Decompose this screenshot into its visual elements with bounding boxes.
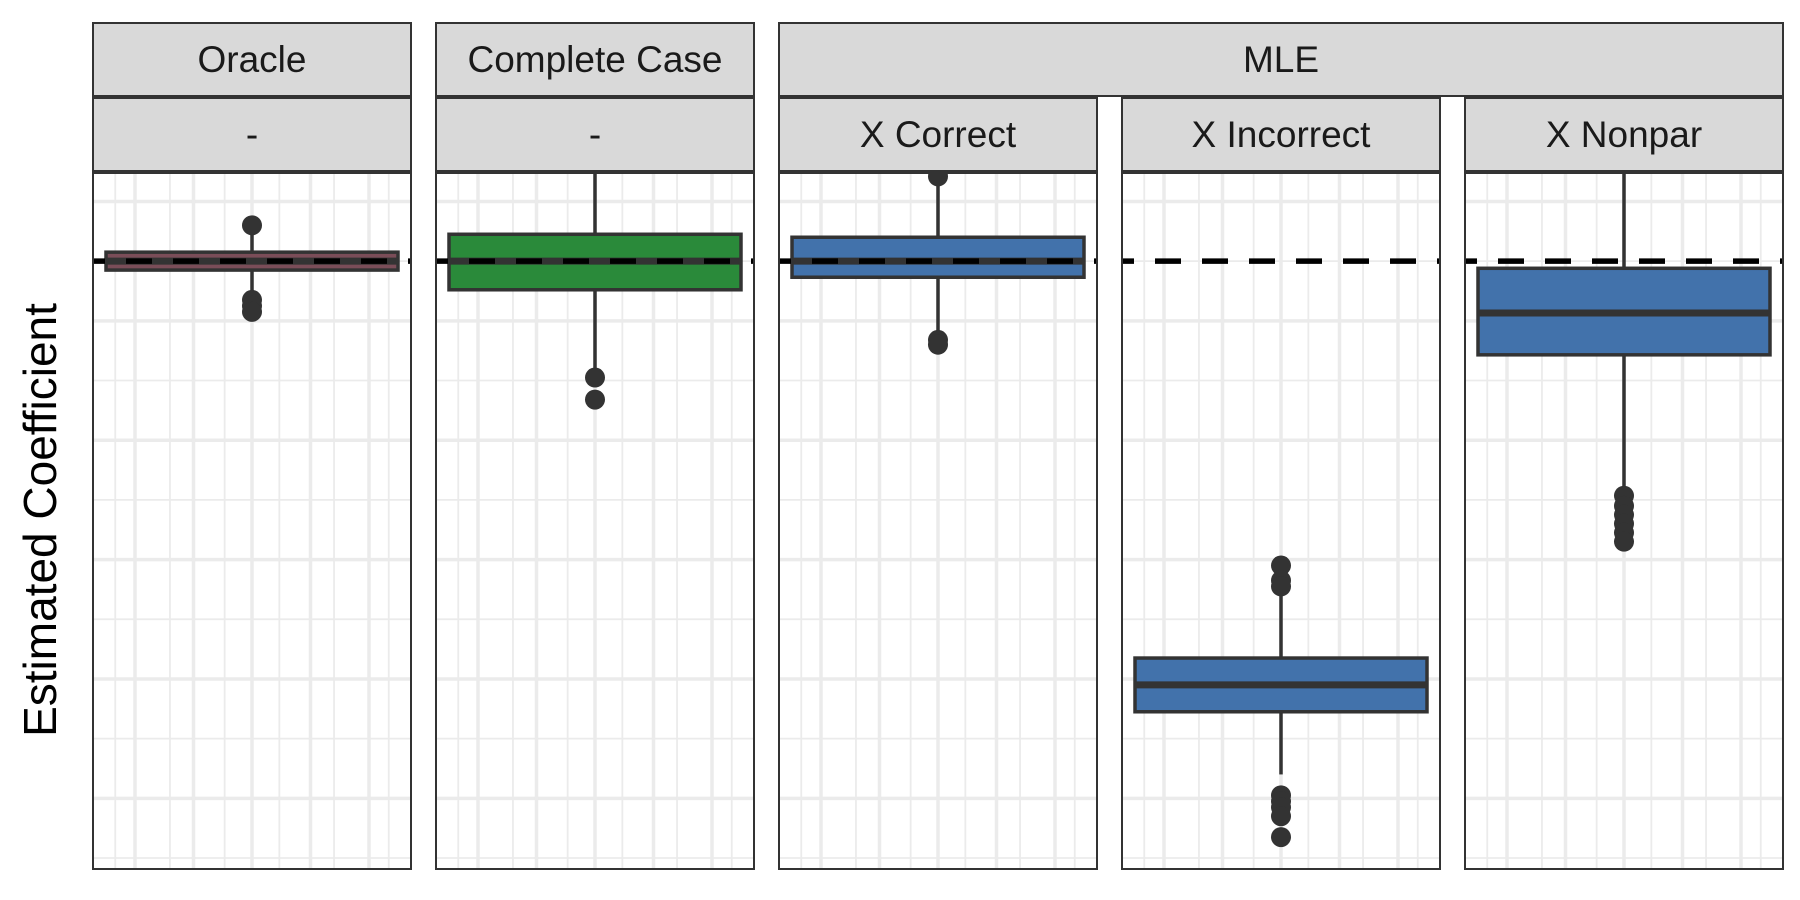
panel-4 xyxy=(1465,173,1783,869)
sub-strip-label: - xyxy=(589,114,601,155)
outlier-point xyxy=(1271,555,1291,576)
outlier-point xyxy=(585,367,605,388)
panel-border xyxy=(435,172,755,870)
sub-strip-0 xyxy=(92,97,412,172)
outlier-point xyxy=(242,301,262,322)
panel-border xyxy=(1121,172,1441,870)
y-axis-label: Estimated Coefficient xyxy=(14,303,66,737)
panel-3 xyxy=(1122,173,1440,869)
top-strip-2 xyxy=(778,22,1784,97)
sub-strip-label: X Incorrect xyxy=(1192,114,1372,155)
outlier-point xyxy=(1271,806,1291,827)
sub-strip-3 xyxy=(1121,97,1441,172)
top-strip-label: MLE xyxy=(1243,39,1319,80)
outlier-point xyxy=(1271,827,1291,848)
sub-strip-label: X Correct xyxy=(860,114,1017,155)
top-strip-0 xyxy=(92,22,412,97)
outlier-point xyxy=(242,215,262,236)
top-strip-1 xyxy=(435,22,755,97)
panel-border xyxy=(778,172,1098,870)
box-iqr xyxy=(790,235,1086,279)
sub-strip-2 xyxy=(778,97,1098,172)
plot-layer: Oracle Complete Case MLE - - X Correct X Incor… xyxy=(92,22,1784,870)
top-strip-label: Oracle xyxy=(198,39,307,80)
sub-strip-4 xyxy=(1464,97,1784,172)
panel-border xyxy=(92,172,412,870)
panel-2 xyxy=(779,173,1097,869)
outlier-point xyxy=(585,389,605,410)
sub-strip-1 xyxy=(435,97,755,172)
panel-0 xyxy=(93,173,411,869)
outlier-point xyxy=(928,173,948,187)
sub-strip-label: - xyxy=(246,114,258,155)
outlier-point xyxy=(1271,576,1291,597)
top-strip-label: Complete Case xyxy=(467,39,722,80)
panel-1 xyxy=(436,173,754,869)
outlier-point xyxy=(1614,531,1634,552)
sub-strip-label: X Nonpar xyxy=(1546,114,1702,155)
panel-border xyxy=(1464,172,1784,870)
outlier-point xyxy=(928,334,948,355)
